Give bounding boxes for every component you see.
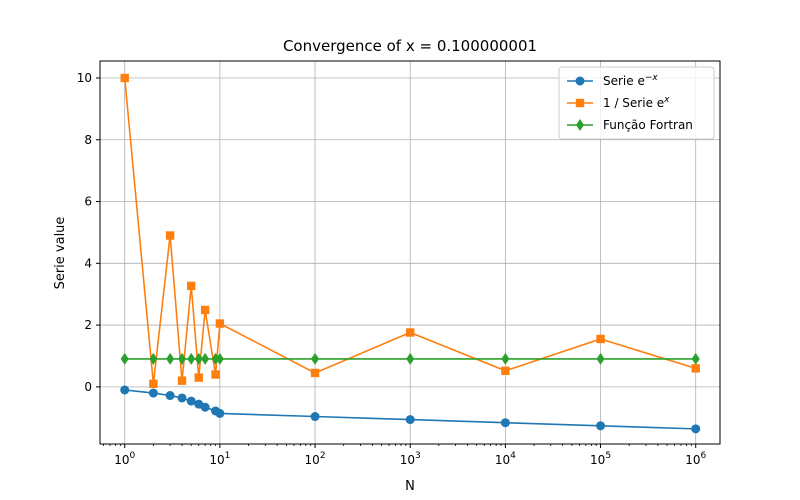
legend-label: Serie e−x	[603, 73, 658, 88]
x-tick-base: 10	[400, 453, 415, 467]
series-3	[120, 352, 700, 365]
legend-entry: Serie e−x	[567, 73, 658, 88]
x-tick-label: 103	[400, 451, 421, 467]
data-point	[165, 391, 175, 401]
legend-label: Função Fortran	[603, 118, 693, 132]
data-point	[215, 352, 224, 365]
data-point	[406, 352, 415, 365]
data-point	[691, 352, 700, 365]
chart-title: Convergence of x = 0.100000001	[283, 37, 537, 55]
data-point	[194, 352, 203, 365]
data-point	[148, 388, 158, 398]
data-point	[178, 352, 187, 365]
x-axis-label: N	[405, 479, 415, 494]
x-tick-label: 102	[305, 451, 326, 467]
x-tick-label: 100	[114, 451, 135, 467]
y-tick-label: 2	[84, 318, 92, 332]
y-tick-label: 6	[84, 195, 92, 209]
data-point	[211, 370, 220, 379]
data-point	[120, 73, 129, 83]
legend-label-base: Serie e	[603, 74, 645, 88]
x-tick-base: 10	[114, 453, 129, 467]
x-tick-exponent: 6	[700, 451, 706, 461]
data-point	[177, 393, 187, 403]
series-1	[120, 385, 701, 434]
legend-marker	[575, 98, 585, 108]
legend-label: 1 / Serie ex	[603, 95, 670, 110]
x-tick-base: 10	[305, 453, 320, 467]
x-tick-label: 101	[209, 451, 230, 467]
data-point	[194, 373, 203, 382]
data-point	[187, 352, 196, 365]
legend-label-base: 1 / Serie e	[603, 96, 664, 110]
legend-box	[558, 66, 715, 140]
data-point	[500, 418, 510, 428]
x-tick-base: 10	[685, 453, 700, 467]
series-line	[123, 77, 696, 384]
data-point	[177, 376, 187, 385]
y-axis-label: Serie value	[53, 217, 68, 290]
legend-entry: Função Fortran	[567, 118, 693, 132]
x-tick-label: 106	[685, 451, 706, 467]
legend-marker	[576, 119, 584, 131]
data-point	[211, 352, 220, 365]
series-2	[120, 73, 700, 388]
x-tick-base: 10	[209, 453, 224, 467]
y-tick-label: 8	[84, 133, 92, 147]
data-point	[406, 328, 415, 337]
data-point	[149, 352, 158, 365]
data-point	[596, 334, 605, 344]
data-point	[501, 366, 510, 375]
x-tick-exponent: 4	[510, 451, 516, 461]
data-point	[120, 352, 129, 365]
series-layer	[120, 73, 701, 434]
data-point	[186, 396, 196, 406]
data-point	[501, 352, 510, 365]
legend-label-base: Função Fortran	[603, 118, 693, 132]
data-point	[120, 385, 130, 395]
data-point	[200, 402, 210, 412]
x-tick-label: 104	[495, 451, 516, 467]
x-tick-exponent: 5	[605, 451, 611, 461]
data-point	[311, 352, 320, 365]
legend-entry: 1 / Serie ex	[567, 95, 670, 110]
y-tick-label: 4	[84, 256, 92, 270]
data-point	[310, 368, 320, 378]
data-point	[166, 352, 175, 365]
data-point	[187, 281, 196, 291]
data-point	[596, 352, 605, 365]
data-point	[200, 305, 210, 315]
data-point	[691, 424, 701, 434]
data-point	[310, 412, 320, 422]
x-tick-exponent: 0	[129, 451, 135, 461]
data-point	[691, 364, 700, 373]
legend-marker	[575, 76, 585, 86]
legend: Serie e−x 1 / Serie ex Função Fortran	[558, 66, 715, 140]
x-tick-base: 10	[590, 453, 605, 467]
data-point	[405, 415, 415, 425]
data-point	[215, 319, 225, 328]
legend-label-sup: −x	[645, 73, 659, 83]
x-tick-base: 10	[495, 453, 510, 467]
data-point	[165, 231, 175, 240]
data-point	[149, 379, 158, 388]
y-tick-label: 0	[84, 380, 92, 394]
x-tick-exponent: 2	[320, 451, 326, 461]
data-point	[596, 421, 606, 431]
x-tick-exponent: 3	[415, 451, 421, 461]
x-tick-label: 105	[590, 451, 611, 467]
legend-label-sup: x	[663, 95, 670, 105]
data-point	[215, 408, 225, 418]
y-tick-label: 10	[77, 71, 92, 85]
x-tick-exponent: 1	[225, 451, 231, 461]
data-point	[201, 352, 210, 365]
